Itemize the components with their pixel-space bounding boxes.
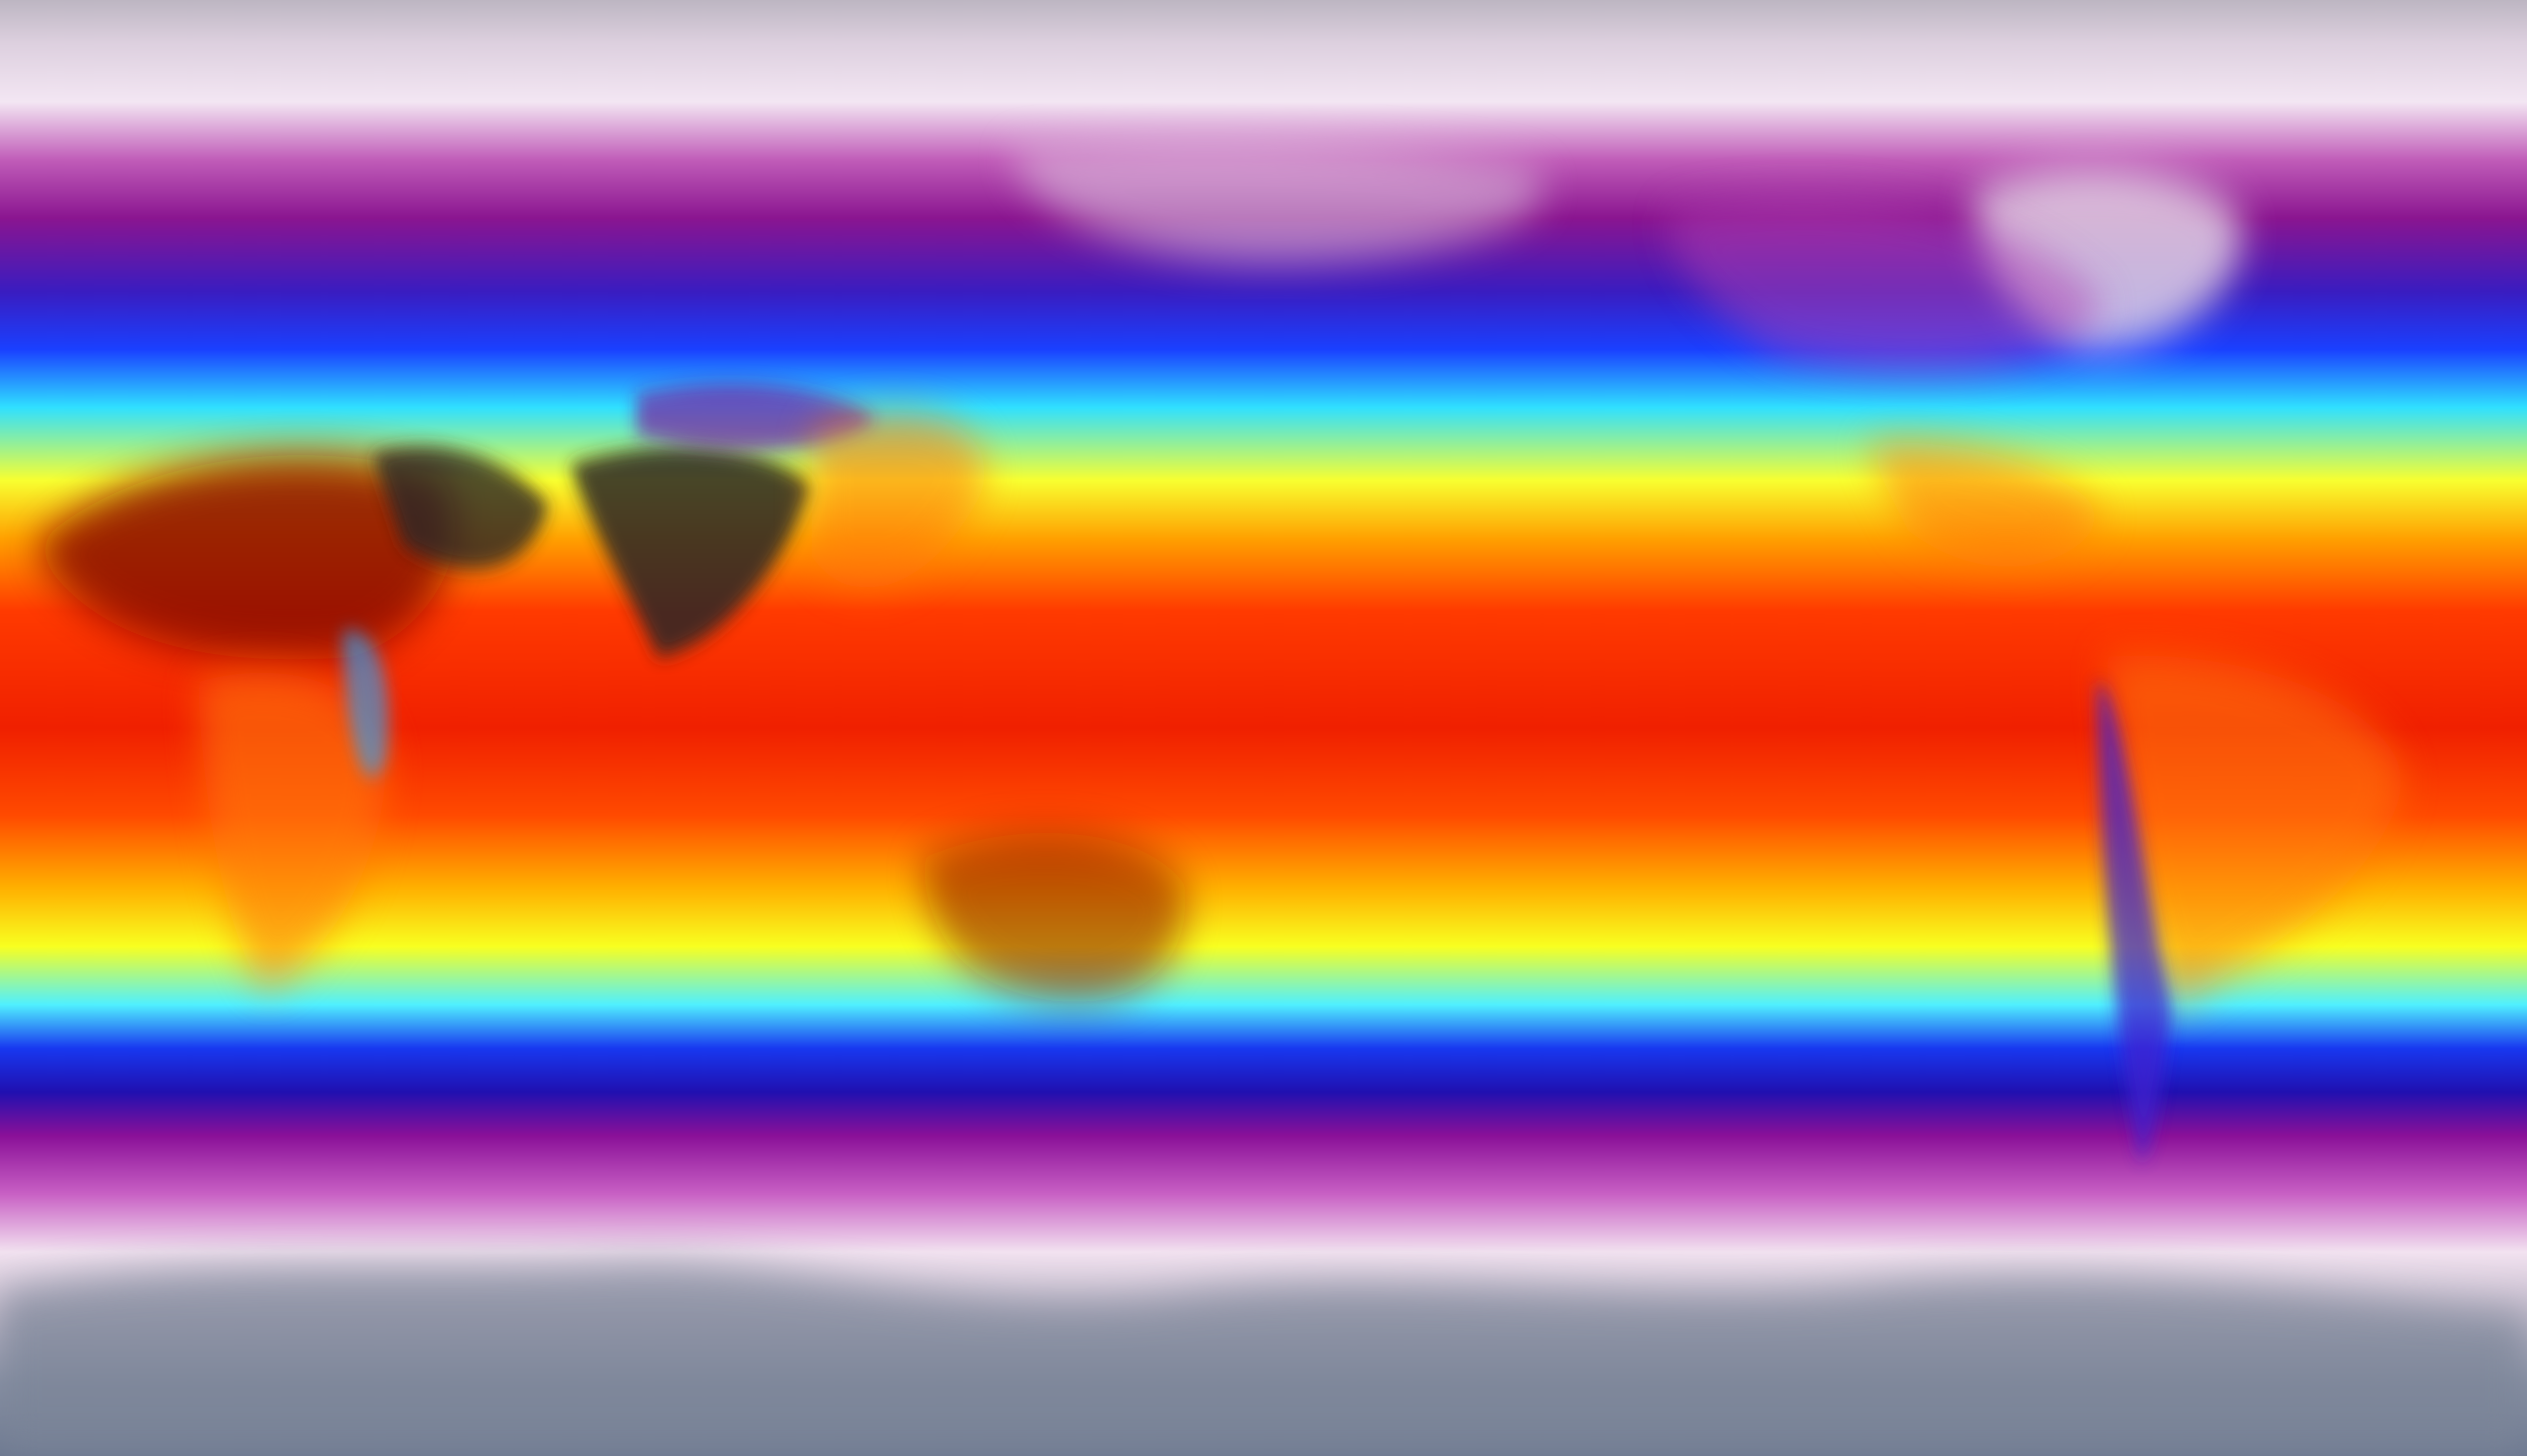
arabia xyxy=(372,447,549,569)
africa-east-highlands xyxy=(342,630,389,778)
southern-africa xyxy=(197,673,386,991)
north-america-cold xyxy=(1667,196,2106,372)
siberia-cold xyxy=(1009,141,1545,263)
andes xyxy=(2097,682,2172,1162)
sahara xyxy=(35,455,456,660)
south-america xyxy=(2105,655,2404,1011)
antarctica xyxy=(0,1262,2527,1456)
south-china xyxy=(811,412,988,588)
india xyxy=(570,447,812,657)
australia xyxy=(921,833,1186,1002)
continents xyxy=(0,141,2527,1456)
mexico xyxy=(1864,443,2106,567)
